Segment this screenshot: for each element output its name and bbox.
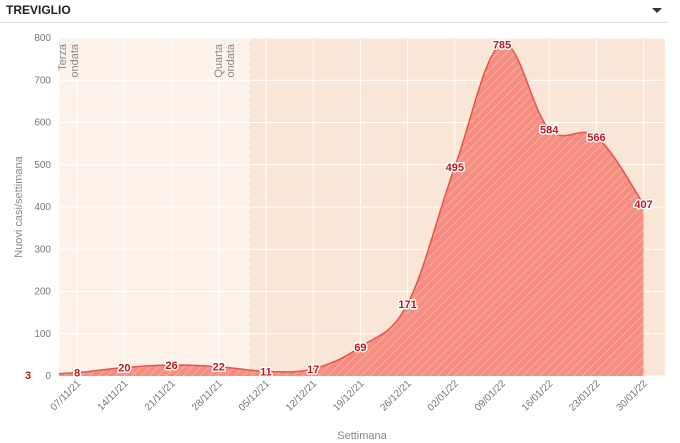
cases-area-chart: Terzaondata Quartaondata01002003004005006… bbox=[13, 33, 665, 442]
x-tick-label: 16/01/22 bbox=[520, 378, 556, 414]
x-tick-label: 05/12/21 bbox=[237, 378, 273, 414]
y-tick-label: 100 bbox=[34, 329, 51, 340]
x-tick-label: 26/12/21 bbox=[378, 378, 414, 414]
data-label: 785 bbox=[493, 39, 511, 51]
x-tick-label: 28/11/21 bbox=[190, 378, 225, 413]
data-label: 584 bbox=[540, 124, 559, 136]
x-tick-label: 14/11/21 bbox=[96, 378, 131, 413]
cases-line bbox=[59, 43, 645, 375]
wave-band-label-line1: Quarta bbox=[213, 43, 225, 78]
area-series-group bbox=[59, 43, 645, 376]
data-label: 69 bbox=[354, 342, 366, 354]
data-label: 495 bbox=[446, 162, 464, 174]
y-tick-label: 600 bbox=[34, 118, 51, 129]
caret-down-icon[interactable] bbox=[650, 3, 664, 17]
wave-band-label-line2: ondata bbox=[225, 43, 237, 78]
x-axis-title: Settimana bbox=[337, 430, 387, 442]
y-tick-label: 200 bbox=[34, 287, 51, 298]
wave-band-label: Terzaondata bbox=[57, 43, 81, 78]
cases-area bbox=[59, 44, 644, 376]
x-tick-label: 09/01/22 bbox=[473, 378, 509, 414]
y-tick-label: 700 bbox=[34, 75, 51, 86]
data-label: 566 bbox=[587, 132, 605, 144]
data-label: 20 bbox=[118, 363, 130, 375]
y-tick-label: 500 bbox=[34, 160, 51, 171]
x-tick-label: 30/01/22 bbox=[614, 378, 650, 414]
x-tick-label: 02/01/22 bbox=[426, 378, 462, 414]
y-tick-label: 400 bbox=[34, 202, 51, 213]
y-axis-title: Nuovi casi/settimana bbox=[13, 155, 25, 257]
x-tick-label: 07/11/21 bbox=[49, 378, 84, 413]
wave-band-label-line1: Terza bbox=[57, 43, 69, 71]
x-tick-label: 12/12/21 bbox=[284, 378, 320, 414]
data-label: 22 bbox=[213, 362, 225, 374]
data-label: 171 bbox=[398, 299, 416, 311]
x-tick-label: 19/12/21 bbox=[331, 378, 367, 414]
data-label: 8 bbox=[74, 368, 80, 380]
data-label: 407 bbox=[634, 199, 652, 211]
data-label: 11 bbox=[260, 366, 272, 378]
y-tick-label: 800 bbox=[34, 33, 51, 44]
data-label: 17 bbox=[307, 364, 319, 376]
x-tick-label: 21/11/21 bbox=[143, 378, 178, 413]
wave-band-label: Quartaondata bbox=[213, 43, 237, 78]
y-tick-label: 0 bbox=[45, 371, 51, 382]
x-tick-label: 23/01/22 bbox=[567, 378, 603, 414]
wave-band-label-line2: ondata bbox=[69, 43, 81, 78]
y-tick-label: 300 bbox=[34, 244, 51, 255]
data-label: 26 bbox=[165, 360, 177, 372]
data-label: 3 bbox=[25, 370, 31, 382]
chart-header: TREVIGLIO bbox=[0, 0, 668, 23]
municipality-title: TREVIGLIO bbox=[6, 3, 71, 17]
